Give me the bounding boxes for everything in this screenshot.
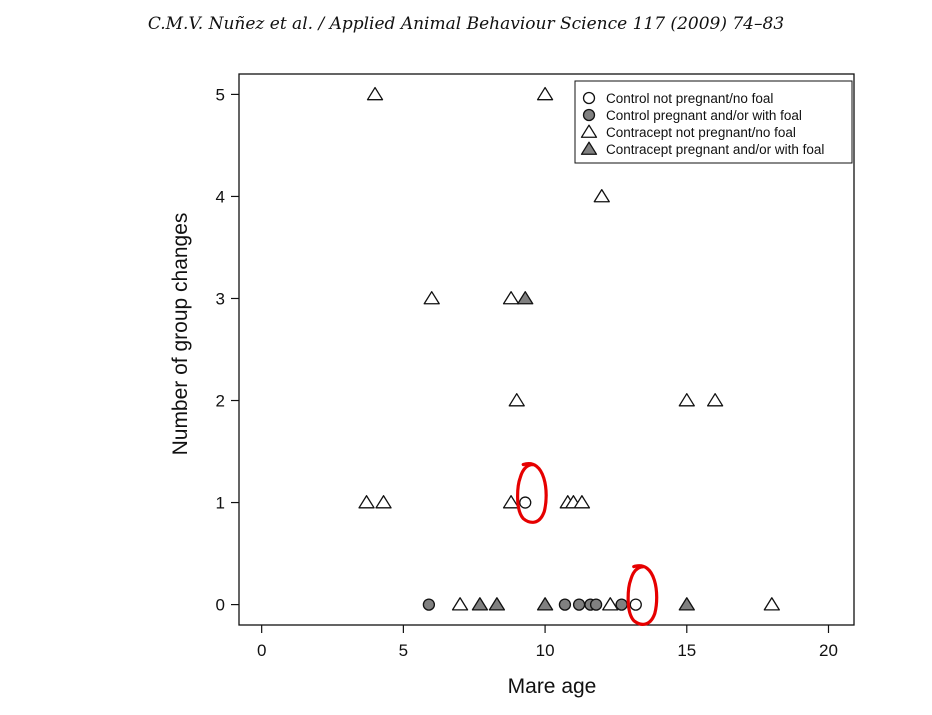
legend-label: Contracept not pregnant/no foal [606,125,796,140]
data-point-triangle-filled [678,597,695,611]
data-point-triangle-open [678,393,695,407]
y-tick-label: 5 [216,85,225,104]
legend-marker-circle-open [582,91,596,105]
legend-label: Control not pregnant/no foal [606,91,773,106]
data-point-circle-filled [572,598,586,611]
x-tick-label: 10 [536,641,555,660]
data-point-triangle-open [536,86,554,101]
y-tick-label: 2 [216,392,225,411]
plot-marks [358,86,780,611]
data-point-triangle-open [593,188,610,203]
journal-citation: C.M.V. Nuñez et al. / Applied Animal Beh… [147,14,785,34]
data-point-triangle-open [602,597,619,611]
hand-drawn-circle-annotation [626,564,659,626]
data-point-triangle-open [375,495,392,509]
x-tick-label: 20 [819,641,838,660]
data-point-triangle-open [366,86,384,101]
legend-marker-triangle-open [580,124,598,138]
data-point-circle-filled [422,598,436,611]
data-point-triangle-filled [536,597,554,611]
data-point-circle-filled [589,598,603,611]
data-point-triangle-open [573,495,591,509]
data-point-circle-filled [558,598,572,611]
legend-label: Contracept pregnant and/or with foal [606,142,824,157]
data-point-circle-open [629,598,642,611]
data-point-circle-open [519,496,532,509]
plot-axes: 0 5 10 15 20 0 1 2 3 4 5 [216,73,855,660]
data-point-triangle-open [763,597,780,611]
data-point-triangle-open [706,393,724,407]
legend: Control not pregnant/no foal Control preg… [574,80,853,164]
x-tick-label: 15 [677,641,696,660]
data-point-triangle-open [502,291,520,305]
data-point-triangle-open [508,393,525,407]
data-point-triangle-filled [471,597,489,611]
data-point-circle-filled [615,598,628,611]
y-tick-label: 1 [216,494,225,513]
annotations [516,462,659,626]
y-tick-label: 0 [216,596,225,615]
y-axis-label: Number of group changes [169,213,192,456]
legend-marker-circle-filled [582,108,596,122]
y-tick-label: 3 [216,289,225,308]
x-tick-label: 0 [257,641,266,660]
plot-frame [238,73,855,626]
legend-marker-triangle-filled [580,141,598,155]
data-point-triangle-filled [517,291,534,305]
legend-label: Control pregnant and/or with foal [606,108,802,123]
data-point-triangle-open [502,495,520,509]
legend-box [574,80,853,164]
x-tick-label: 5 [399,641,408,660]
data-point-triangle-open [423,291,440,305]
data-point-triangle-open [358,495,375,509]
x-axis-label: Mare age [508,675,597,698]
data-point-triangle-filled [488,597,506,611]
y-tick-label: 4 [216,187,225,206]
hand-drawn-circle-annotation [516,462,548,524]
data-point-triangle-open [451,597,469,611]
